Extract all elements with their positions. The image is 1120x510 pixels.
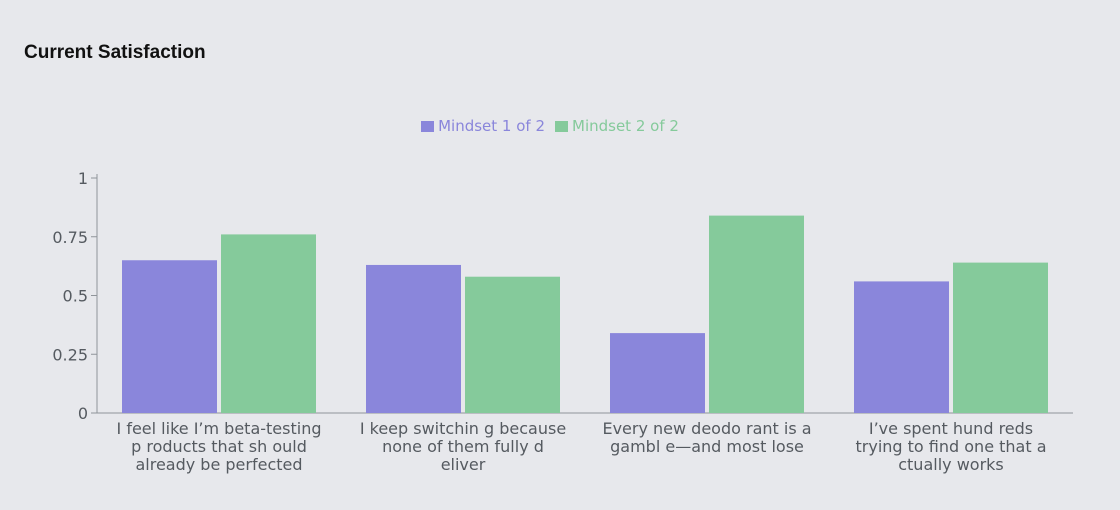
- legend-label-series-2: Mindset 2 of 2: [572, 117, 679, 135]
- x-tick-label: I keep switchin g because: [360, 419, 566, 438]
- legend-label-series-1: Mindset 1 of 2: [438, 117, 545, 135]
- x-tick-label: I feel like I’m beta-testing: [117, 419, 322, 438]
- bar-series-1-cat-1: [122, 260, 217, 413]
- bar-series-2-cat-3: [709, 215, 804, 413]
- legend-swatch-series-2: [555, 120, 568, 132]
- x-tick-label: already be perfected: [135, 455, 302, 474]
- page-title: Current Satisfaction: [24, 42, 206, 63]
- x-tick-label: eliver: [441, 455, 486, 474]
- legend-swatch-series-1: [421, 120, 435, 132]
- x-tick-label: none of them fully d: [382, 437, 544, 456]
- x-tick-label: I’ve spent hund reds: [869, 419, 1033, 438]
- y-tick-label: 0: [78, 404, 88, 423]
- y-tick-label: 0.75: [52, 228, 88, 247]
- bar-series-2-cat-1: [221, 234, 316, 413]
- legend-item-series-1[interactable]: Mindset 1 of 2: [421, 117, 545, 135]
- y-tick-label: 0.5: [63, 287, 88, 306]
- bar-series-1-cat-4: [854, 281, 949, 413]
- bar-series-1-cat-3: [610, 333, 705, 413]
- x-tick-label: Every new deodo rant is a: [602, 419, 811, 438]
- y-tick-label: 0.25: [52, 345, 88, 364]
- y-tick-label: 1: [78, 169, 88, 188]
- x-tick-label: ctually works: [898, 455, 1004, 474]
- x-tick-label: p roducts that sh ould: [131, 437, 307, 456]
- bar-series-2-cat-4: [953, 262, 1048, 413]
- x-tick-label: trying to find one that a: [856, 437, 1047, 456]
- chart-legend: Mindset 1 of 2 Mindset 2 of 2: [0, 117, 1100, 135]
- x-tick-label: gambl e—and most lose: [610, 437, 804, 456]
- bar-series-2-cat-2: [465, 276, 560, 413]
- legend-item-series-2[interactable]: Mindset 2 of 2: [555, 117, 679, 135]
- bar-series-1-cat-2: [366, 264, 461, 413]
